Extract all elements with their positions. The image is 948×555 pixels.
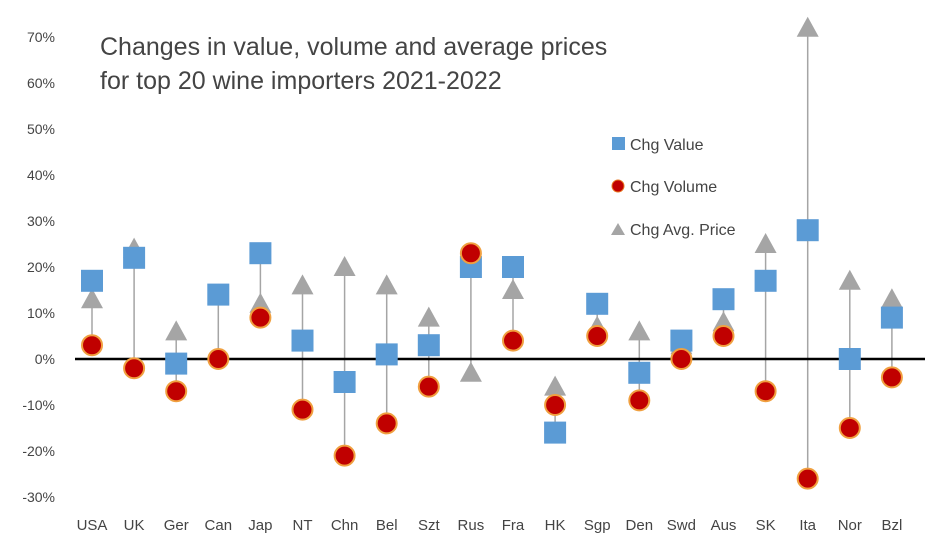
volume-marker [586, 325, 609, 347]
x-tick-label: Chn [331, 517, 359, 534]
volume-marker [880, 366, 903, 389]
value-marker [796, 219, 819, 242]
x-tick-label: USA [77, 517, 108, 534]
value-marker [417, 334, 440, 357]
legend-marker-price [611, 223, 625, 235]
volume-marker [291, 398, 314, 421]
value-marker [586, 292, 609, 315]
price-marker [880, 288, 903, 309]
price-marker [754, 233, 777, 253]
x-tick-label: Swd [667, 517, 696, 534]
x-tick-label: Den [626, 517, 654, 534]
value-marker [333, 371, 356, 393]
y-tick-label: 20% [27, 259, 55, 275]
y-tick-label: 60% [27, 75, 55, 91]
volume-marker [333, 444, 356, 467]
price-marker [81, 288, 103, 309]
volume-marker [670, 348, 693, 370]
volume-marker [628, 389, 651, 412]
value-marker [375, 343, 398, 366]
price-marker [838, 269, 861, 290]
value-marker [628, 361, 651, 384]
volume-marker [81, 334, 103, 357]
y-tick-label: 40% [27, 167, 55, 183]
value-marker [670, 329, 693, 352]
value-marker [502, 256, 524, 278]
y-tick-label: 50% [27, 121, 55, 137]
volume-marker [796, 467, 819, 490]
price-marker [544, 375, 567, 396]
price-marker [165, 320, 188, 341]
price-marker [712, 311, 735, 332]
volume-marker [544, 394, 567, 416]
x-tick-label: Aus [711, 517, 737, 534]
price-marker [375, 274, 398, 295]
x-tick-label: Sgp [584, 517, 611, 534]
volume-marker [754, 380, 777, 403]
volume-marker [502, 329, 524, 352]
price-marker [417, 306, 440, 327]
x-tick-label: Nor [838, 517, 862, 534]
value-marker [880, 306, 903, 329]
y-tick-label: -20% [22, 443, 55, 459]
x-tick-label: Jap [248, 517, 272, 534]
volume-marker [712, 325, 735, 347]
value-marker [291, 329, 314, 352]
chart-title-line-1: Changes in value, volume and average pri… [100, 33, 607, 61]
legend-label-price: Chg Avg. Price [630, 222, 736, 239]
value-marker [544, 421, 567, 444]
volume-marker [249, 306, 272, 329]
price-marker [291, 274, 314, 295]
y-tick-label: 30% [27, 213, 55, 229]
volume-marker [838, 417, 861, 439]
x-tick-label: Ita [799, 517, 816, 534]
x-tick-label: Szt [418, 517, 441, 534]
value-marker [712, 288, 735, 311]
price-marker [459, 361, 482, 382]
x-tick-label: NT [293, 517, 313, 534]
x-tick-label: Ger [164, 517, 189, 534]
y-tick-label: -30% [22, 489, 55, 505]
volume-marker [165, 380, 188, 403]
x-tick-label: HK [545, 517, 566, 534]
price-marker [628, 320, 651, 341]
y-tick-label: 0% [35, 351, 55, 367]
legend: Chg Value Chg Volume Chg Avg. Price [611, 137, 736, 239]
y-tick-label: 70% [27, 29, 55, 45]
legend-marker-value [612, 137, 625, 150]
value-marker [838, 348, 861, 370]
y-tick-label: -10% [22, 397, 55, 413]
legend-marker-volume [611, 179, 625, 193]
value-marker [123, 246, 146, 269]
x-tick-label: Bel [376, 517, 398, 534]
price-marker [796, 16, 819, 37]
price-marker [249, 292, 272, 313]
value-marker [754, 269, 777, 292]
chart-title-line-2: for top 20 wine importers 2021-2022 [100, 67, 502, 95]
volume-marker [207, 348, 230, 370]
x-tick-label: SK [756, 517, 776, 534]
value-marker [207, 283, 230, 306]
x-tick-label: Rus [458, 517, 485, 534]
volume-marker [459, 242, 482, 265]
x-tick-label: Fra [502, 517, 525, 534]
x-tick-label: Can [205, 517, 233, 534]
x-tick-label: UK [124, 517, 145, 534]
legend-label-volume: Chg Volume [630, 179, 717, 196]
price-marker [502, 279, 524, 299]
volume-marker [375, 412, 398, 435]
x-tick-label: Bzl [881, 517, 902, 534]
value-marker [165, 352, 188, 375]
volume-marker [123, 357, 146, 380]
legend-label-value: Chg Value [630, 137, 704, 154]
value-marker [249, 242, 272, 265]
volume-marker [417, 375, 440, 398]
price-marker [333, 256, 356, 276]
y-tick-label: 10% [27, 305, 55, 321]
value-marker [81, 269, 103, 292]
